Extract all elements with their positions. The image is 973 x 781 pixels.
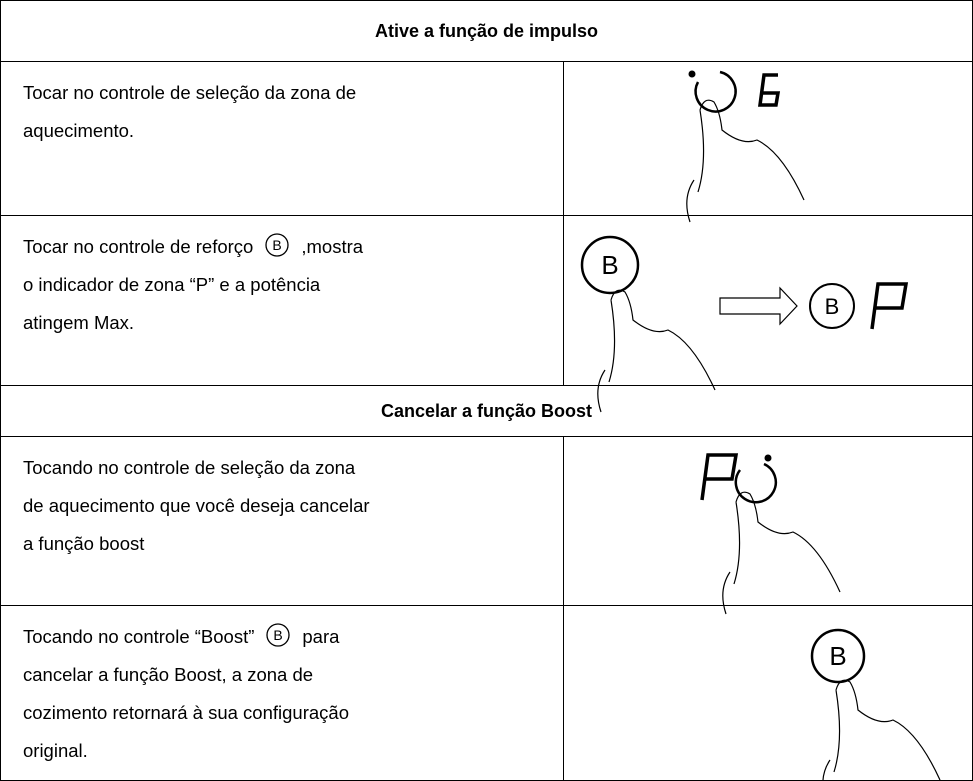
text: Tocando no controle de seleção da zona — [23, 457, 356, 478]
boost-symbol: B — [274, 627, 283, 643]
text: o indicador de zona “P” e a potência — [23, 274, 321, 295]
illustration-cell — [563, 605, 973, 781]
text: a função boost — [23, 533, 145, 554]
section-header: Ative a função de impulso — [0, 0, 973, 62]
text-line: Tocar no controle de seleção da zona de — [23, 74, 563, 112]
text: cozimento retornará à sua configuração — [23, 702, 349, 723]
text-line: a função boost — [23, 525, 563, 563]
text: aquecimento. — [23, 120, 135, 141]
text: cancelar a função Boost, a zona de — [23, 664, 314, 685]
text-line: cozimento retornará à sua configuração — [23, 694, 563, 732]
illustration-cell — [563, 215, 973, 386]
instruction-cell: Tocando no controle de seleção da zona de… — [0, 436, 564, 606]
text: Tocar no controle de reforço — [23, 236, 254, 257]
text: de aquecimento que você deseja cancelar — [23, 495, 370, 516]
boost-symbol: B — [273, 237, 282, 253]
text-line: de aquecimento que você deseja cancelar — [23, 487, 563, 525]
instruction-cell: Tocar no controle de reforço B ,mostra o in… — [0, 215, 564, 386]
text-line: o indicador de zona “P” e a potência — [23, 266, 563, 304]
text-line: Tocando no controle de seleção da zona — [23, 449, 563, 487]
illustration-cell — [563, 61, 973, 216]
text-line: cancelar a função Boost, a zona de — [23, 656, 563, 694]
illustration-cell — [563, 436, 973, 606]
text: Tocando no controle “Boost” — [23, 626, 255, 647]
boost-icon: B — [265, 233, 290, 257]
text: original. — [23, 740, 88, 761]
text: atingem Max. — [23, 312, 135, 333]
icon-circle — [266, 623, 291, 647]
icon-circle — [265, 233, 290, 257]
text-line: original. — [23, 732, 563, 770]
instruction-cell: Tocar no controle de seleção da zona de a… — [0, 61, 564, 216]
text-line: aquecimento. — [23, 112, 563, 150]
section-header: Cancelar a função Boost — [0, 385, 973, 437]
boost-icon: B — [266, 623, 291, 647]
text: Tocar no controle de seleção da zona de — [23, 82, 357, 103]
text-line: Tocar no controle de reforço B ,mostra — [23, 228, 563, 266]
text: para — [302, 626, 340, 647]
text-line: atingem Max. — [23, 304, 563, 342]
text: ,mostra — [301, 236, 364, 257]
